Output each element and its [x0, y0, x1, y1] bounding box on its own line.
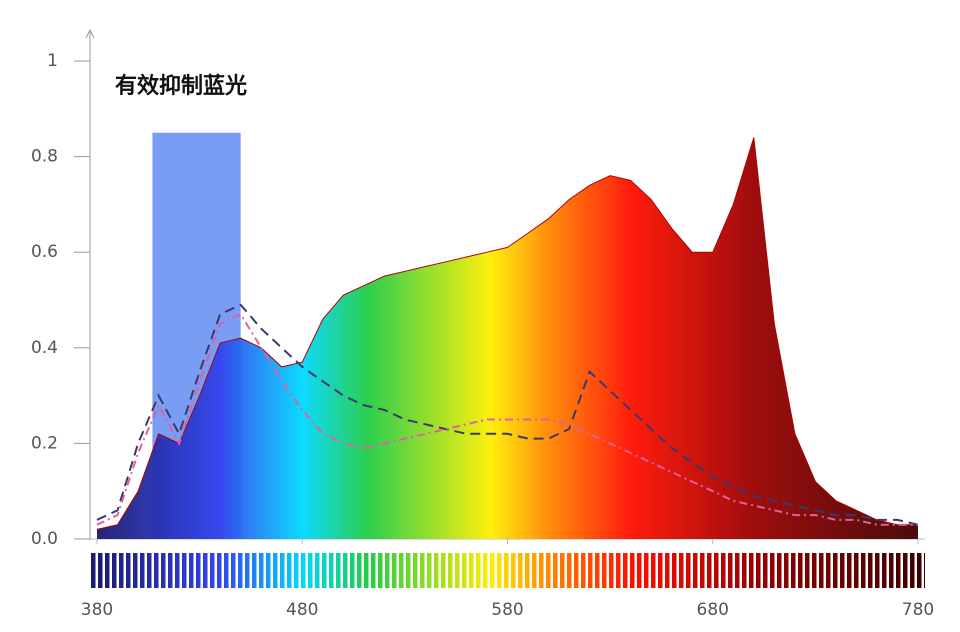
annotation: 有效抑制蓝光	[115, 73, 247, 99]
y-axis-arrow	[85, 28, 95, 39]
y-tick-label: 0.8	[31, 147, 58, 167]
x-tick-label: 380	[81, 600, 113, 620]
series-line	[96, 313, 918, 526]
y-tick-label: 0.6	[31, 242, 58, 262]
x-tick-label: 780	[902, 600, 934, 620]
x-tick-label: 480	[286, 600, 318, 620]
y-tick-label: 0.0	[31, 529, 58, 549]
x-tick-label: 580	[491, 600, 523, 620]
spectrum-area	[97, 137, 918, 539]
y-tick-label: 1	[47, 51, 58, 71]
y-tick-label: 0.4	[31, 338, 58, 358]
series-line	[96, 303, 919, 526]
spectrum-strip-lines	[90, 553, 925, 588]
x-tick-label: 680	[697, 600, 729, 620]
series-line	[96, 137, 918, 530]
y-tick-label: 0.2	[31, 433, 58, 453]
